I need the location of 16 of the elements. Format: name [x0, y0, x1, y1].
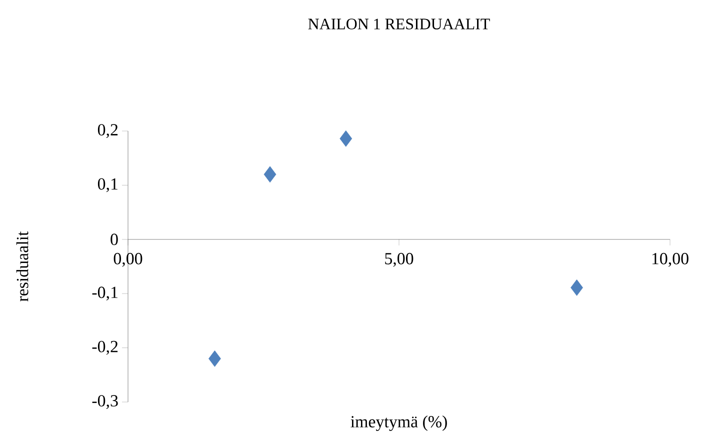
y-tick-label: -0,3 — [92, 395, 118, 409]
y-tick-label: -0,1 — [92, 286, 118, 301]
point — [264, 166, 276, 183]
x-tick-label: 5,00 — [385, 252, 414, 267]
chart-title: NAILON 1 RESIDUAALIT — [308, 18, 490, 30]
x-tick-label: 0,00 — [114, 252, 142, 267]
y-tick-label: -0,2 — [92, 340, 118, 355]
point — [208, 350, 221, 367]
x-axis-title: imeytymä (%) — [350, 416, 447, 431]
y-tick-label: 0 — [110, 234, 118, 246]
x-tick-label: 10,00 — [652, 252, 688, 267]
point — [570, 279, 583, 296]
y-axis-title: residuaalit — [16, 231, 28, 302]
point — [340, 130, 352, 147]
y-tick-label: 0,1 — [98, 178, 118, 192]
y-tick-label: 0,2 — [98, 124, 118, 138]
